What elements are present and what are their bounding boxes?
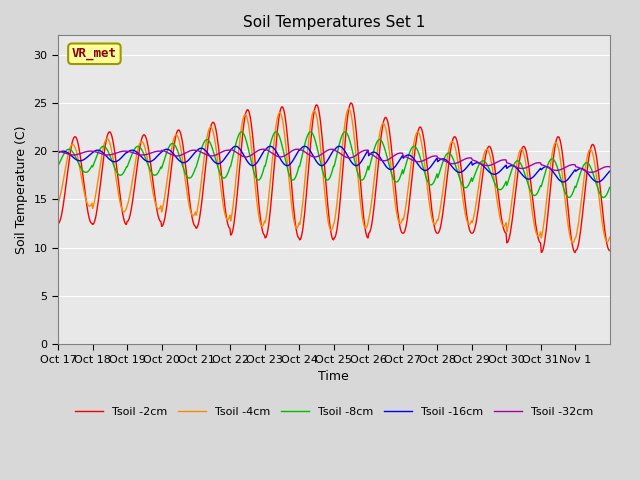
Tsoil -16cm [232, 144, 239, 149]
Tsoil -8cm [600, 194, 608, 200]
Tsoil -32cm [54, 148, 62, 154]
Tsoil -2cm [269, 185, 276, 191]
Tsoil -4cm [569, 240, 577, 246]
Line: Tsoil -4cm: Tsoil -4cm [58, 108, 610, 243]
Tsoil -4cm [220, 208, 228, 214]
Tsoil -2cm [538, 250, 545, 255]
X-axis label: Time: Time [319, 370, 349, 383]
Tsoil -32cm [220, 148, 228, 154]
Tsoil -4cm [345, 106, 353, 111]
Tsoil -32cm [259, 146, 267, 152]
Tsoil -16cm [54, 150, 62, 156]
Y-axis label: Soil Temperature (C): Soil Temperature (C) [15, 125, 28, 254]
Tsoil -8cm [119, 171, 127, 177]
Tsoil -16cm [119, 153, 127, 159]
Line: Tsoil -16cm: Tsoil -16cm [58, 146, 610, 182]
Tsoil -8cm [606, 185, 614, 191]
Tsoil -16cm [595, 179, 602, 185]
Tsoil -4cm [269, 156, 276, 161]
Tsoil -4cm [54, 200, 62, 206]
Tsoil -4cm [119, 208, 127, 214]
Tsoil -8cm [220, 175, 228, 181]
Tsoil -32cm [248, 152, 255, 158]
Tsoil -2cm [248, 123, 255, 129]
Tsoil -4cm [422, 176, 430, 181]
Tsoil -32cm [392, 152, 399, 158]
Tsoil -32cm [119, 148, 127, 154]
Tsoil -32cm [606, 164, 614, 169]
Title: Soil Temperatures Set 1: Soil Temperatures Set 1 [243, 15, 425, 30]
Tsoil -2cm [54, 221, 62, 227]
Tsoil -2cm [422, 155, 430, 161]
Tsoil -8cm [54, 163, 62, 168]
Line: Tsoil -32cm: Tsoil -32cm [58, 149, 610, 172]
Tsoil -16cm [269, 145, 277, 151]
Text: VR_met: VR_met [72, 47, 117, 60]
Legend: Tsoil -2cm, Tsoil -4cm, Tsoil -8cm, Tsoil -16cm, Tsoil -32cm: Tsoil -2cm, Tsoil -4cm, Tsoil -8cm, Tsoi… [70, 402, 597, 421]
Tsoil -8cm [422, 175, 430, 181]
Tsoil -32cm [422, 156, 430, 162]
Tsoil -16cm [248, 163, 256, 168]
Tsoil -8cm [269, 132, 277, 138]
Tsoil -4cm [392, 202, 399, 207]
Tsoil -16cm [422, 168, 430, 173]
Tsoil -8cm [237, 129, 245, 135]
Tsoil -32cm [269, 151, 277, 157]
Line: Tsoil -8cm: Tsoil -8cm [58, 132, 610, 197]
Tsoil -2cm [220, 198, 228, 204]
Tsoil -2cm [347, 100, 355, 106]
Tsoil -16cm [220, 156, 228, 162]
Tsoil -32cm [587, 169, 595, 175]
Tsoil -16cm [392, 164, 399, 169]
Line: Tsoil -2cm: Tsoil -2cm [58, 103, 610, 252]
Tsoil -2cm [606, 248, 614, 253]
Tsoil -16cm [606, 168, 614, 174]
Tsoil -4cm [248, 146, 255, 152]
Tsoil -2cm [392, 186, 399, 192]
Tsoil -4cm [606, 235, 614, 240]
Tsoil -8cm [392, 179, 399, 184]
Tsoil -8cm [248, 163, 256, 169]
Tsoil -2cm [119, 212, 127, 217]
